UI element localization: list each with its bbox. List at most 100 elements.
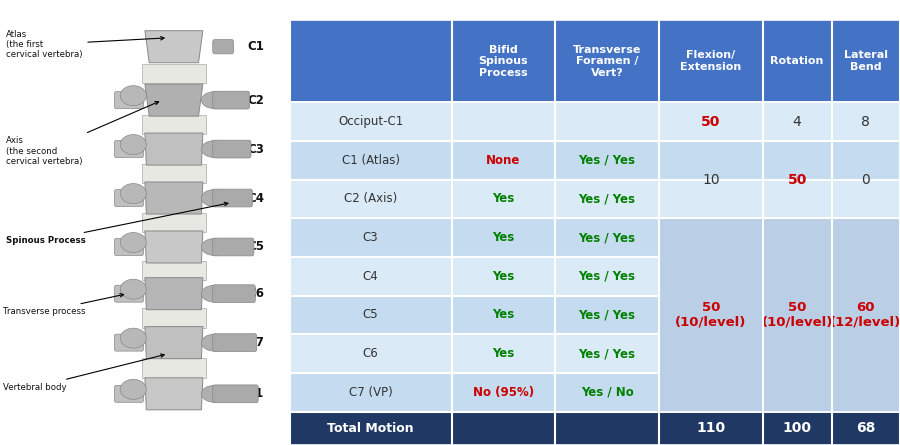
Text: 4: 4 — [793, 115, 802, 129]
Bar — [452, 218, 555, 257]
Polygon shape — [142, 213, 206, 232]
Text: Yes / No: Yes / No — [580, 386, 634, 399]
Bar — [832, 257, 900, 295]
Text: 0: 0 — [861, 173, 870, 186]
Text: C2 (Axis): C2 (Axis) — [344, 193, 397, 206]
Bar — [290, 0, 900, 20]
Bar — [290, 180, 452, 218]
Text: C4: C4 — [248, 191, 265, 205]
Bar — [659, 20, 762, 102]
Bar — [452, 412, 555, 445]
Text: Yes: Yes — [492, 231, 515, 244]
Polygon shape — [142, 359, 206, 378]
Bar — [762, 412, 832, 445]
FancyBboxPatch shape — [114, 190, 143, 206]
Ellipse shape — [202, 334, 228, 351]
Text: Transverse process: Transverse process — [3, 294, 123, 316]
Bar — [452, 373, 555, 412]
Polygon shape — [145, 327, 202, 359]
Text: C7 (VP): C7 (VP) — [349, 386, 392, 399]
Bar — [555, 412, 659, 445]
Bar — [290, 334, 452, 373]
Text: Yes: Yes — [492, 308, 515, 321]
Text: C7: C7 — [248, 336, 265, 349]
FancyBboxPatch shape — [212, 91, 249, 109]
Bar — [832, 412, 900, 445]
Ellipse shape — [121, 183, 147, 203]
Bar — [832, 180, 900, 218]
Text: Rotation: Rotation — [770, 56, 824, 66]
Polygon shape — [145, 31, 202, 63]
FancyBboxPatch shape — [114, 239, 143, 255]
Text: None: None — [486, 154, 520, 167]
Text: Atlas
(the first
cervical vertebra): Atlas (the first cervical vertebra) — [5, 30, 164, 59]
Text: Yes / Yes: Yes / Yes — [579, 347, 635, 360]
Bar — [555, 334, 659, 373]
Bar — [659, 412, 762, 445]
FancyBboxPatch shape — [114, 92, 143, 109]
Bar — [762, 295, 832, 334]
FancyBboxPatch shape — [114, 385, 143, 402]
Text: C2: C2 — [248, 93, 265, 107]
Text: Total Motion: Total Motion — [328, 422, 414, 435]
Bar — [659, 295, 762, 334]
Polygon shape — [142, 164, 206, 183]
Bar — [659, 102, 762, 141]
Bar — [290, 295, 452, 334]
FancyBboxPatch shape — [114, 285, 143, 302]
Text: 60
(12/level): 60 (12/level) — [830, 301, 900, 329]
Text: 8: 8 — [861, 115, 870, 129]
Bar — [832, 102, 900, 141]
Text: Yes / Yes: Yes / Yes — [579, 231, 635, 244]
Bar — [290, 257, 452, 295]
Bar — [832, 334, 900, 373]
Ellipse shape — [202, 190, 228, 206]
Polygon shape — [142, 308, 206, 328]
Polygon shape — [145, 84, 202, 116]
Text: Transverse
Foramen /
Vert?: Transverse Foramen / Vert? — [573, 44, 642, 78]
FancyBboxPatch shape — [212, 189, 252, 207]
Bar — [290, 141, 452, 180]
Text: Bifid
Spinous
Process: Bifid Spinous Process — [479, 44, 528, 78]
Ellipse shape — [121, 85, 147, 105]
Bar — [555, 102, 659, 141]
Text: C1 (Atlas): C1 (Atlas) — [342, 154, 400, 167]
Bar — [555, 141, 659, 180]
Bar — [555, 218, 659, 257]
Text: C4: C4 — [363, 270, 379, 283]
Text: Spinous Process: Spinous Process — [5, 202, 228, 245]
Text: 100: 100 — [783, 421, 812, 435]
Bar — [290, 373, 452, 412]
Bar — [290, 102, 452, 141]
Bar — [762, 373, 832, 412]
Bar — [452, 257, 555, 295]
Text: Flexion/
Extension: Flexion/ Extension — [680, 50, 742, 72]
Text: No (95%): No (95%) — [472, 386, 534, 399]
FancyBboxPatch shape — [212, 238, 254, 256]
Polygon shape — [145, 231, 202, 263]
Bar — [832, 141, 900, 180]
Polygon shape — [142, 64, 206, 83]
Bar — [659, 218, 762, 257]
FancyBboxPatch shape — [212, 285, 256, 303]
Polygon shape — [145, 278, 202, 310]
Bar — [832, 218, 900, 412]
Bar — [762, 218, 832, 257]
Text: Yes / Yes: Yes / Yes — [579, 308, 635, 321]
Polygon shape — [142, 260, 206, 280]
Bar — [290, 20, 452, 102]
Ellipse shape — [121, 379, 147, 400]
Polygon shape — [145, 133, 202, 165]
Text: Lateral
Bend: Lateral Bend — [844, 50, 887, 72]
Text: 50
(10/level): 50 (10/level) — [675, 301, 746, 329]
Text: C6: C6 — [248, 287, 265, 300]
FancyBboxPatch shape — [212, 385, 258, 403]
Bar — [555, 180, 659, 218]
Text: C5: C5 — [363, 308, 379, 321]
Bar — [762, 334, 832, 373]
Bar — [659, 257, 762, 295]
Text: 110: 110 — [697, 421, 725, 435]
Ellipse shape — [121, 232, 147, 252]
Text: C3: C3 — [248, 142, 265, 156]
Bar — [762, 102, 832, 141]
